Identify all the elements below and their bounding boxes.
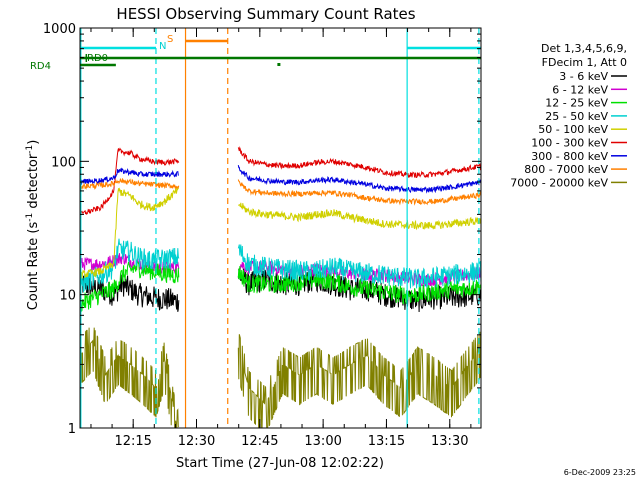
series-300-800-kev-line-1	[79, 167, 179, 186]
series-7000-20000-kev-line-2	[237, 331, 482, 429]
series-800-7000-kev-line-2	[237, 179, 482, 206]
series-50-100-kev-line-2	[238, 202, 482, 231]
annotation-rd4: RD4	[30, 61, 51, 72]
legend-label-9: 7000 - 20000 keV	[510, 176, 608, 189]
legend-label-5: 50 - 100 keV	[538, 123, 608, 136]
series-100-300-kev-line-1	[79, 147, 180, 218]
legend-label-6: 100 - 300 keV	[531, 137, 608, 150]
x-tick-label: 13:00	[304, 434, 341, 449]
x-tick-label: 12:15	[114, 434, 151, 449]
legend-label-3: 12 - 25 keV	[545, 97, 608, 110]
legend-label-4: 25 - 50 keV	[545, 110, 608, 123]
x-tick-label: 12:45	[241, 434, 278, 449]
series-7000-20000-kev-line-1	[79, 327, 180, 429]
series-50-100-kev-line-1	[79, 187, 179, 279]
x-tick-label: 13:15	[368, 434, 405, 449]
annotation-s: S	[167, 34, 173, 45]
series-3-6-kev-line-1	[79, 272, 180, 312]
x-tick-label: 12:30	[178, 434, 215, 449]
series-800-7000-kev-line-1	[79, 178, 180, 190]
axis-layer: 1 10 100 1000 12:15 12:30 12:45 13:00 13:15 13:30	[43, 22, 482, 449]
series-25-50-kev-line-2	[237, 244, 482, 289]
legend-header-line-2: FDecim 1, Att 0	[542, 56, 627, 69]
series-12-25-kev-line-2	[237, 266, 482, 305]
x-axis-label: Start Time (27-Jun-08 12:02:22)	[176, 456, 384, 471]
annotation-rd0: RD0	[87, 53, 108, 64]
y-tick-label: 1000	[43, 22, 76, 37]
legend-label-2: 6 - 12 keV	[552, 83, 608, 96]
y-tick-label: 1	[68, 422, 76, 437]
legend-header-line-1: Det 1,3,4,5,6,9,	[541, 42, 627, 55]
legend-label-7: 300 - 800 keV	[531, 150, 608, 163]
y-axis-label: Count Rate (s-1 detector-1)	[25, 140, 41, 311]
annotation-n: N	[159, 41, 166, 52]
legend-label-1: 3 - 6 keV	[559, 70, 608, 83]
series-300-800-kev-line-2	[237, 165, 482, 194]
green-bar-dot	[277, 63, 281, 66]
y-tick-label: 100	[51, 155, 76, 170]
plot-layer: RD4 RD0 NS	[30, 28, 482, 429]
y-tick-label: 10	[59, 289, 76, 304]
series-12-25-kev-line-1	[79, 260, 180, 313]
series-100-300-kev-line-2	[237, 145, 482, 179]
chart-title: HESSI Observing Summary Count Rates	[116, 5, 415, 23]
footer-date: 6-Dec-2009 23:25	[564, 468, 636, 477]
legend-label-8: 800 - 7000 keV	[524, 163, 608, 176]
x-tick-label: 13:30	[431, 434, 468, 449]
